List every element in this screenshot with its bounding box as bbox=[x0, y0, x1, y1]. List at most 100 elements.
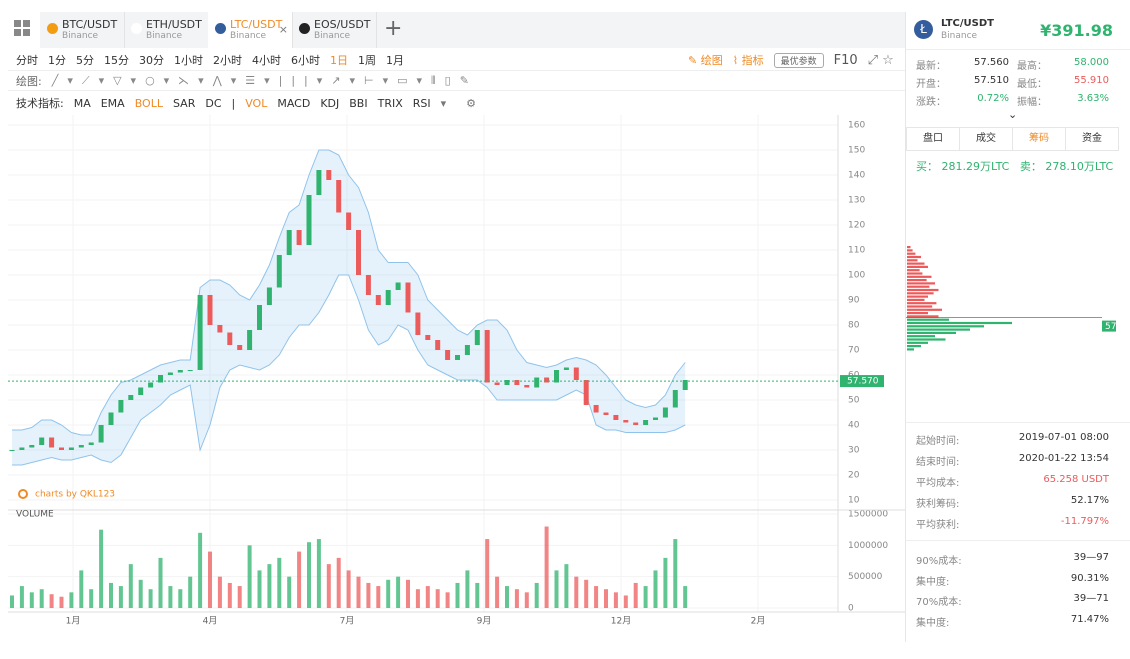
candle bbox=[158, 375, 163, 383]
stat-label: 最低： bbox=[1017, 79, 1047, 90]
volume-bar bbox=[425, 586, 430, 608]
candle bbox=[524, 385, 530, 388]
chip-bar bbox=[907, 338, 946, 341]
chip-bar bbox=[907, 295, 928, 298]
indicator[interactable]: MA bbox=[73, 96, 91, 110]
candle bbox=[643, 420, 649, 425]
candle bbox=[563, 367, 569, 370]
volume-bar bbox=[663, 557, 668, 608]
volume-bar bbox=[564, 564, 569, 608]
volume-bar bbox=[455, 582, 460, 608]
more[interactable]: ▾ bbox=[440, 96, 447, 110]
volume-bar bbox=[39, 589, 44, 608]
volume-bar bbox=[435, 589, 440, 608]
candle bbox=[247, 330, 253, 350]
y-tick-label: 30 bbox=[848, 446, 860, 456]
candle bbox=[108, 412, 114, 425]
indicator[interactable]: SAR bbox=[172, 96, 196, 110]
panel-tab[interactable]: 盘口 bbox=[906, 127, 960, 151]
candle bbox=[534, 377, 540, 388]
stat-label: 开盘： bbox=[916, 79, 946, 90]
indicator[interactable]: RSI bbox=[412, 96, 431, 110]
period[interactable]: 6小时 bbox=[291, 54, 320, 67]
panel-tab[interactable]: 筹码 bbox=[1012, 127, 1066, 151]
candle bbox=[227, 332, 233, 345]
volume-bar bbox=[168, 586, 173, 608]
volume-bar bbox=[544, 526, 549, 608]
optimal-button[interactable]: 最优参数 bbox=[773, 52, 824, 68]
period[interactable]: 1周 bbox=[358, 54, 376, 67]
indicator[interactable]: MACD bbox=[277, 96, 311, 110]
chip-bar bbox=[907, 315, 939, 318]
volume-bar bbox=[277, 557, 282, 608]
indicator[interactable]: BBI bbox=[349, 96, 368, 110]
tab[interactable]: LTC/USDT Binance × bbox=[208, 12, 293, 48]
period[interactable]: 1日 bbox=[330, 54, 348, 67]
candle bbox=[59, 447, 64, 450]
settings[interactable]: ⚙ bbox=[466, 96, 477, 110]
period[interactable]: 1分 bbox=[48, 54, 66, 67]
panel-tab[interactable]: 成交 bbox=[959, 127, 1013, 151]
tab-close[interactable]: × bbox=[278, 23, 288, 36]
indicator[interactable]: TRIX bbox=[377, 96, 403, 110]
y-tick-label: 70 bbox=[848, 346, 860, 356]
volume-bar bbox=[356, 576, 361, 608]
period[interactable]: 30分 bbox=[139, 54, 164, 67]
indicator-bar: 技术指标: MA EMA BOLL SAR DC | VOL MACD KDJ BBI TRIX RSI… bbox=[16, 95, 486, 111]
f10-button[interactable]: F10 bbox=[833, 52, 858, 68]
volume-bar bbox=[237, 586, 242, 608]
panel-tab[interactable]: 资金 bbox=[1065, 127, 1119, 151]
volume-bar bbox=[475, 582, 480, 608]
volume-bar bbox=[683, 586, 688, 608]
indicator[interactable]: BOLL bbox=[134, 96, 163, 110]
x-tick-label: 12月 bbox=[611, 616, 631, 627]
period[interactable]: 5分 bbox=[76, 54, 94, 67]
volume-bar bbox=[217, 576, 222, 608]
tab-symbol: LTC/USDT bbox=[230, 18, 283, 31]
chip-bar bbox=[907, 288, 939, 292]
period[interactable]: 分时 bbox=[16, 54, 38, 67]
sell-label: 卖： bbox=[1019, 160, 1042, 173]
volume-bar bbox=[29, 592, 34, 608]
y-tick-label: 120 bbox=[848, 221, 865, 231]
volume-bar bbox=[49, 594, 54, 608]
boll-lower bbox=[12, 274, 686, 466]
fullscreen[interactable]: ⤢ ☆ bbox=[867, 52, 894, 68]
expand-chevron[interactable]: ⌄ bbox=[1008, 108, 1018, 121]
indicator[interactable]: EMA bbox=[100, 96, 125, 110]
chip-bar bbox=[907, 252, 916, 255]
info-label: 获利筹码: bbox=[916, 499, 960, 510]
stat-value: 55.910 bbox=[1074, 75, 1109, 86]
add-tab[interactable]: + bbox=[384, 16, 403, 41]
tab[interactable]: EOS/USDT Binance bbox=[292, 12, 377, 48]
tab[interactable]: ETH/USDT Binance bbox=[124, 12, 209, 48]
tab[interactable]: BTC/USDT Binance bbox=[40, 12, 125, 48]
candle bbox=[385, 290, 391, 305]
chip-bar bbox=[907, 308, 942, 311]
period-bar: 分时 1分 5分 15分 30分 1小时 2小时 4小时 6小时 1日 1周 1月 bbox=[16, 52, 414, 68]
candle bbox=[484, 330, 490, 383]
draw-button[interactable]: ✎ 绘图 bbox=[688, 54, 723, 67]
period[interactable]: 2小时 bbox=[213, 54, 242, 67]
tab-icon bbox=[131, 23, 142, 34]
draw-tool-icons[interactable]: ╱▾⟋▾▽▾○▾⋋▾⋀▾☰▾|||▾↗▾⊢▾▭▾⫴▯✎ bbox=[51, 74, 478, 87]
menu-icon[interactable] bbox=[14, 20, 30, 36]
candle bbox=[455, 355, 460, 360]
period[interactable]: 1月 bbox=[386, 54, 404, 67]
candle bbox=[653, 417, 658, 420]
indicator[interactable]: VOL bbox=[245, 96, 268, 110]
indicator-button[interactable]: ⌇ 指标 bbox=[732, 54, 764, 67]
indicator[interactable]: KDJ bbox=[320, 96, 340, 110]
period[interactable]: 4小时 bbox=[252, 54, 281, 67]
period[interactable]: 15分 bbox=[104, 54, 129, 67]
volume-bar bbox=[406, 579, 410, 608]
chip-bar bbox=[907, 335, 935, 338]
volume-bar bbox=[465, 570, 470, 608]
candle bbox=[296, 230, 302, 245]
period[interactable]: 1小时 bbox=[174, 54, 203, 67]
volume-bar bbox=[178, 589, 183, 608]
candle bbox=[474, 330, 480, 345]
volume-bar bbox=[19, 586, 24, 608]
volume-bar bbox=[316, 539, 321, 608]
indicator[interactable]: DC bbox=[205, 96, 222, 110]
